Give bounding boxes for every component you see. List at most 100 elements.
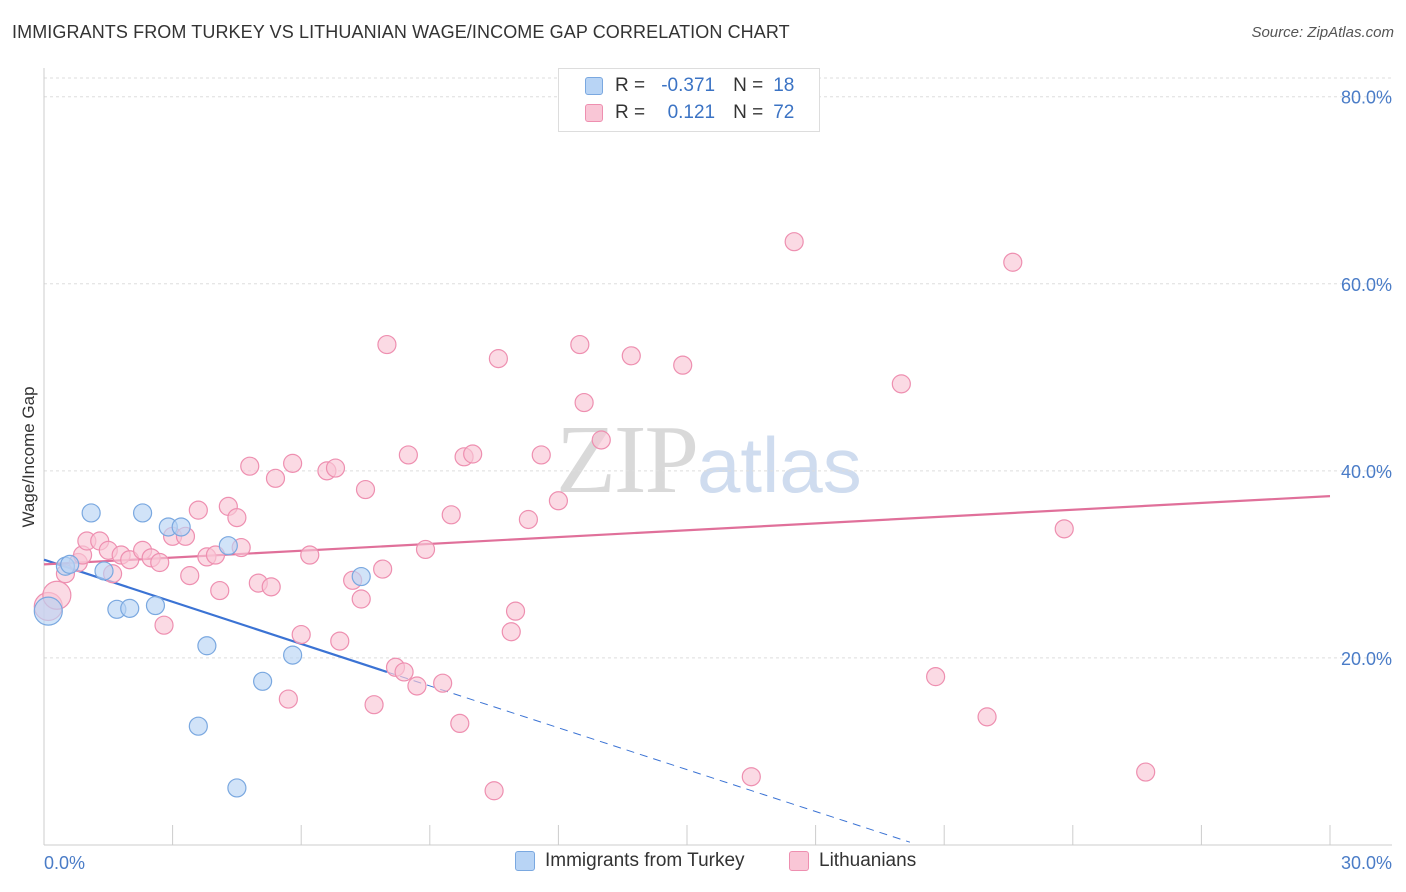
data-point-lithuanians [926, 667, 946, 687]
x-tick-label: 30.0% [1341, 853, 1392, 873]
data-point-lithuanians [205, 545, 226, 565]
series-swatch-lithuanians [789, 851, 809, 871]
data-point-turkey [197, 636, 217, 656]
legend-r-value: 0.121 [667, 102, 716, 123]
data-point-lithuanians [505, 601, 526, 621]
data-point-turkey [145, 595, 166, 616]
legend-row-turkey: R = -0.371 N = 18 [585, 73, 794, 99]
data-point-lithuanians [1054, 519, 1074, 539]
data-point-turkey [218, 536, 238, 556]
correlation-legend: R = -0.371 N = 18 R = 0.121 N = 72 [558, 68, 820, 132]
data-point-turkey [227, 778, 247, 798]
trend-line-turkey [43, 558, 388, 674]
data-point-turkey [81, 503, 101, 523]
data-point-lithuanians [570, 334, 590, 355]
data-point-lithuanians [283, 453, 303, 473]
data-point-lithuanians [441, 505, 461, 525]
data-point-lithuanians [291, 624, 311, 645]
data-point-lithuanians [407, 676, 427, 696]
series-legend-lithuanians: Lithuanians [789, 850, 916, 872]
data-point-lithuanians [188, 500, 208, 520]
data-point-lithuanians [501, 622, 521, 642]
data-points [33, 232, 1156, 801]
data-point-lithuanians [463, 444, 483, 464]
data-point-lithuanians [325, 458, 346, 478]
data-point-lithuanians [377, 334, 397, 355]
data-point-turkey [253, 671, 273, 691]
data-point-lithuanians [531, 445, 551, 465]
legend-n-value: 72 [773, 102, 795, 123]
data-point-lithuanians [330, 631, 350, 651]
data-point-lithuanians [120, 550, 140, 570]
data-point-lithuanians [1136, 762, 1156, 782]
data-point-lithuanians [154, 615, 174, 635]
x-tick-label: 0.0% [44, 853, 85, 873]
legend-n-label: N = [733, 102, 764, 123]
data-point-lithuanians [180, 566, 200, 586]
y-tick-label: 20.0% [1341, 649, 1392, 669]
data-point-lithuanians [977, 707, 997, 727]
legend-swatch-turkey [585, 77, 603, 95]
legend-row-lithuanians: R = 0.121 N = 72 [585, 100, 794, 126]
legend-swatch-lithuanians [585, 104, 603, 122]
data-point-lithuanians [355, 479, 376, 500]
data-point-lithuanians [891, 374, 911, 394]
data-point-lithuanians [278, 689, 298, 709]
y-axis-label: Wage/Income Gap [19, 386, 38, 527]
data-point-lithuanians [621, 346, 641, 366]
data-point-lithuanians [364, 695, 384, 715]
gridlines [44, 77, 1392, 659]
data-point-turkey [283, 645, 303, 665]
data-point-lithuanians [433, 673, 453, 693]
data-point-turkey [171, 517, 191, 537]
chart-title: IMMIGRANTS FROM TURKEY VS LITHUANIAN WAG… [12, 22, 790, 42]
data-point-lithuanians [415, 539, 436, 560]
data-point-lithuanians [488, 349, 508, 369]
data-point-lithuanians [265, 468, 286, 488]
data-point-lithuanians [784, 232, 804, 252]
y-tick-label: 40.0% [1341, 462, 1392, 482]
legend-r-label: R = [615, 75, 646, 96]
data-point-lithuanians [351, 589, 371, 609]
series-label-lithuanians: Lithuanians [819, 850, 917, 871]
legend-n-value: 18 [773, 75, 795, 96]
series-legend: Immigrants from Turkey Lithuanians [0, 850, 1406, 878]
data-point-lithuanians [227, 508, 247, 528]
legend-r-label: R = [615, 102, 646, 123]
data-point-lithuanians [300, 545, 320, 565]
data-point-lithuanians [240, 456, 260, 476]
data-point-turkey [33, 596, 63, 626]
data-point-lithuanians [591, 430, 611, 450]
data-point-lithuanians [394, 662, 414, 682]
data-point-turkey [120, 598, 140, 618]
data-point-turkey [132, 503, 153, 523]
y-tick-label: 80.0% [1341, 88, 1392, 108]
data-point-lithuanians [1003, 252, 1023, 272]
data-point-lithuanians [548, 491, 569, 511]
trend-extension-turkey [386, 671, 911, 843]
data-point-turkey [351, 566, 371, 587]
data-point-lithuanians [518, 509, 538, 530]
trend-line-lithuanians [43, 495, 1331, 566]
data-point-lithuanians [373, 559, 393, 579]
data-point-lithuanians [673, 355, 693, 375]
data-point-lithuanians [398, 445, 418, 465]
data-point-turkey [188, 716, 208, 736]
axes [43, 68, 1392, 846]
y-tick-label: 60.0% [1341, 275, 1392, 295]
data-point-turkey [94, 561, 114, 581]
data-point-lithuanians [210, 580, 230, 601]
data-point-lithuanians [574, 392, 594, 413]
data-point-lithuanians [450, 713, 470, 734]
data-point-lithuanians [484, 781, 504, 801]
data-point-turkey [60, 554, 80, 574]
axis-labels: 20.0% 40.0% 60.0% 80.0% 0.0% 30.0% Wage/Income… [19, 88, 1392, 873]
series-swatch-turkey [515, 851, 535, 871]
legend-n-label: N = [733, 75, 764, 96]
source-credit: Source: ZipAtlas.com [1251, 24, 1394, 41]
series-legend-turkey: Immigrants from Turkey [515, 850, 745, 872]
data-point-lithuanians [741, 767, 761, 787]
series-label-turkey: Immigrants from Turkey [545, 850, 745, 871]
data-point-lithuanians [261, 577, 281, 597]
